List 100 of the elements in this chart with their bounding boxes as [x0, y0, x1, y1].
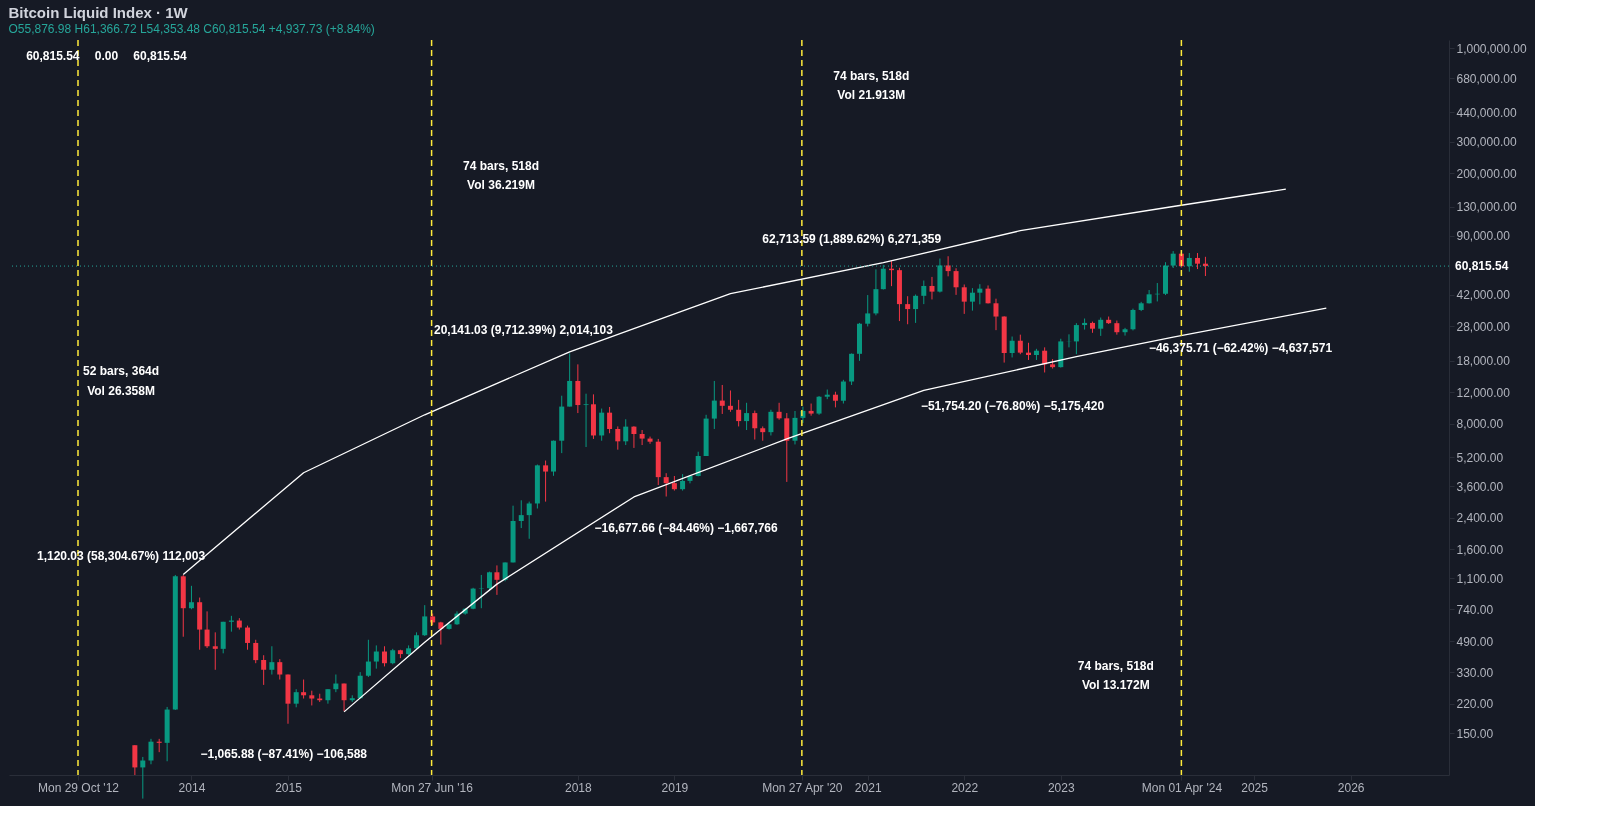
candlestick — [1009, 336, 1015, 358]
candlestick — [543, 460, 549, 503]
y-tick-label: 42,000.00 — [1456, 288, 1511, 303]
candlestick — [253, 639, 259, 664]
y-tick-label: 2,400.00 — [1456, 511, 1504, 526]
annotation: 74 bars, 518d — [1077, 658, 1154, 673]
annotation: 60,815.54 — [133, 49, 188, 64]
annotation: 62,713.59 (1,889.62%) 6,271,359 — [762, 232, 942, 247]
candlestick — [727, 389, 733, 413]
ref-line-label: 60,815.54 — [1455, 259, 1509, 274]
y-tick-label: 220.00 — [1456, 697, 1494, 712]
candlestick — [711, 380, 717, 430]
candlestick — [905, 295, 911, 325]
y-tick-label: 740.00 — [1456, 602, 1494, 617]
candlestick — [840, 379, 846, 405]
x-tick-label: 2019 — [661, 780, 689, 795]
candlestick — [1130, 308, 1136, 331]
candlestick — [953, 267, 959, 296]
candlestick — [663, 472, 669, 498]
candlestick — [607, 406, 613, 434]
x-tick-label: 2022 — [951, 780, 979, 795]
candlestick — [719, 384, 725, 415]
y-tick-label: 18,000.00 — [1456, 354, 1511, 369]
candlestick — [695, 451, 701, 477]
candlestick — [752, 410, 758, 441]
candlestick — [1073, 322, 1079, 355]
candlestick — [768, 409, 774, 436]
chart-title: Bitcoin Liquid Index · 1W — [8, 4, 189, 22]
candlestick — [245, 625, 251, 651]
candlestick — [365, 639, 371, 678]
y-tick-label: 12,000.00 — [1456, 385, 1511, 400]
x-tick-label: 2014 — [178, 780, 206, 795]
candlestick — [945, 255, 951, 277]
candlestick — [526, 501, 532, 540]
y-tick-label: 1,100.00 — [1456, 571, 1504, 586]
annotation: 74 bars, 518d — [462, 158, 540, 173]
candlestick — [921, 280, 927, 305]
candlestick — [583, 393, 589, 448]
candlestick — [269, 645, 275, 676]
candlestick — [277, 658, 283, 681]
y-tick-label: 300,000.00 — [1456, 135, 1517, 150]
x-tick-label: 2025 — [1241, 780, 1269, 795]
candlestick — [373, 644, 379, 670]
candlestick — [494, 564, 500, 596]
candlestick — [792, 410, 798, 445]
y-tick-label: 490.00 — [1456, 634, 1494, 649]
candlestick — [784, 412, 790, 483]
annotation: 0.00 — [94, 49, 119, 64]
candlestick — [422, 604, 428, 637]
candlestick — [744, 402, 750, 431]
candlestick — [148, 738, 154, 765]
candlestick — [1017, 334, 1023, 355]
candlestick — [261, 654, 267, 686]
annotation: 52 bars, 364d — [83, 364, 160, 379]
candlestick — [1098, 317, 1104, 337]
candlestick — [204, 610, 210, 649]
annotation: −1,065.88 (−87.41%) −106,588 — [200, 746, 368, 761]
annotation: 20,141.03 (9,712.39%) 2,014,103 — [434, 322, 614, 337]
annotation: Vol 36.219M — [467, 178, 535, 193]
annotation: Vol 21.913M — [837, 88, 906, 103]
y-tick-label: 200,000.00 — [1456, 166, 1517, 181]
y-tick-label: 90,000.00 — [1456, 229, 1511, 244]
annotation: 1,120.03 (58,304.67%) 112,003 — [36, 549, 206, 564]
y-tick-label: 5,200.00 — [1456, 450, 1504, 465]
candlestick — [993, 298, 999, 331]
y-tick-label: 440,000.00 — [1456, 105, 1517, 120]
y-tick-label: 8,000.00 — [1456, 417, 1504, 432]
candlestick — [1122, 327, 1128, 337]
candlestick — [212, 631, 218, 671]
candlestick — [880, 264, 886, 291]
y-tick-label: 28,000.00 — [1456, 319, 1511, 334]
candlestick — [808, 403, 814, 417]
candlestick — [478, 574, 484, 609]
candlestick — [639, 429, 645, 446]
x-tick-label: 2018 — [565, 780, 593, 795]
y-tick-label: 150.00 — [1456, 726, 1494, 741]
y-tick-label: 130,000.00 — [1456, 200, 1517, 215]
x-tick-label: 2015 — [275, 780, 303, 795]
candlestick — [647, 436, 653, 445]
annotation: 74 bars, 518d — [833, 68, 910, 83]
candlestick — [969, 287, 975, 312]
x-tick-label: Mon 01 Apr '24 — [1141, 780, 1223, 795]
candlestick — [865, 294, 871, 327]
candlestick — [188, 585, 194, 610]
x-tick-label: Mon 27 Jun '16 — [391, 780, 474, 795]
candlestick — [382, 645, 388, 667]
candlestick — [341, 683, 347, 712]
candlestick — [615, 425, 621, 451]
annotation: −16,677.66 (−84.46%) −1,667,766 — [594, 521, 779, 536]
candlestick — [977, 283, 983, 305]
candlestick — [301, 679, 307, 700]
candlestick — [623, 418, 629, 446]
x-tick-label: 2023 — [1047, 780, 1075, 795]
candlestick — [929, 276, 935, 300]
candlestick — [631, 425, 637, 449]
candlestick — [293, 688, 299, 708]
y-tick-label: 680,000.00 — [1456, 71, 1517, 86]
x-tick-label: 2021 — [854, 780, 882, 795]
candlestick — [132, 744, 138, 776]
annotation: Vol 26.358M — [87, 383, 155, 398]
